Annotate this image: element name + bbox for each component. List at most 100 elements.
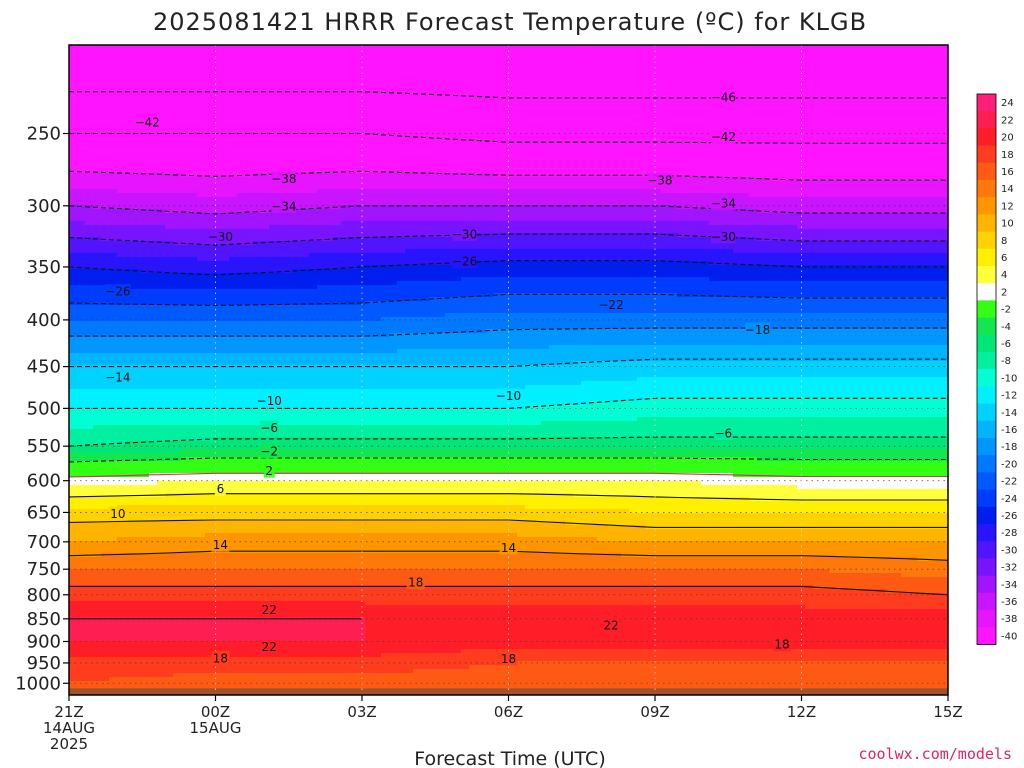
temperature-cell (93, 433, 102, 438)
temperature-cell (293, 677, 302, 682)
temperature-cell (261, 625, 270, 630)
temperature-cell (93, 513, 102, 518)
temperature-cell (229, 309, 238, 314)
temperature-cell (221, 497, 230, 502)
temperature-cell (157, 653, 166, 658)
temperature-cell (125, 537, 134, 542)
temperature-cell (189, 85, 198, 90)
temperature-cell (293, 85, 302, 90)
temperature-cell (293, 401, 302, 406)
temperature-cell (101, 93, 110, 98)
temperature-cell (309, 385, 318, 390)
temperature-cell (181, 129, 190, 134)
temperature-cell (237, 521, 246, 526)
temperature-cell (77, 377, 86, 382)
temperature-cell (213, 665, 222, 670)
temperature-cell (101, 325, 110, 330)
temperature-cell (165, 221, 174, 226)
temperature-cell (157, 189, 166, 194)
temperature-cell (101, 549, 110, 554)
temperature-cell (301, 449, 310, 454)
temperature-cell (237, 213, 246, 218)
temperature-cell (229, 125, 238, 130)
temperature-cell (165, 97, 174, 102)
temperature-cell (109, 557, 118, 562)
temperature-cell (237, 369, 246, 374)
temperature-cell (189, 105, 198, 110)
temperature-cell (85, 577, 94, 582)
temperature-cell (69, 245, 78, 250)
temperature-cell (133, 137, 142, 142)
temperature-cell (213, 225, 222, 230)
temperature-cell (309, 413, 318, 418)
temperature-cell (117, 425, 126, 430)
temperature-cell (293, 241, 302, 246)
temperature-cell (93, 81, 102, 86)
temperature-cell (101, 53, 110, 58)
temperature-cell (245, 361, 254, 366)
temperature-cell (229, 477, 238, 482)
temperature-cell (117, 321, 126, 326)
temperature-cell (197, 441, 206, 446)
temperature-cell (141, 677, 150, 682)
temperature-cell (229, 153, 238, 158)
temperature-cell (101, 505, 110, 510)
temperature-cell (277, 289, 286, 294)
temperature-cell (269, 513, 278, 518)
temperature-cell (245, 449, 254, 454)
temperature-cell (133, 141, 142, 146)
temperature-cell (149, 293, 158, 298)
temperature-cell (77, 165, 86, 170)
temperature-cell (293, 117, 302, 122)
temperature-cell (101, 61, 110, 66)
temperature-cell (301, 273, 310, 278)
temperature-cell (269, 261, 278, 266)
temperature-cell (69, 441, 78, 446)
temperature-cell (125, 97, 134, 102)
temperature-cell (261, 93, 270, 98)
temperature-cell (301, 645, 310, 650)
temperature-cell (245, 337, 254, 342)
temperature-cell (293, 69, 302, 74)
temperature-cell (213, 317, 222, 322)
temperature-cell (269, 545, 278, 550)
temperature-cell (229, 61, 238, 66)
temperature-cell (277, 669, 286, 674)
temperature-cell (285, 649, 294, 654)
temperature-cell (85, 117, 94, 122)
temperature-cell (269, 77, 278, 82)
temperature-cell (221, 205, 230, 210)
temperature-cell (245, 373, 254, 378)
temperature-cell (309, 105, 318, 110)
temperature-cell (245, 441, 254, 446)
temperature-cell (221, 129, 230, 134)
temperature-cell (293, 229, 302, 234)
temperature-cell (189, 177, 198, 182)
temperature-cell (205, 533, 214, 538)
temperature-cell (277, 645, 286, 650)
temperature-cell (77, 57, 86, 62)
temperature-cell (109, 181, 118, 186)
temperature-cell (301, 385, 310, 390)
temperature-cell (101, 345, 110, 350)
temperature-cell (181, 249, 190, 254)
temperature-cell (93, 177, 102, 182)
temperature-cell (221, 345, 230, 350)
temperature-cell (293, 53, 302, 58)
temperature-cell (181, 281, 190, 286)
temperature-cell (197, 625, 206, 630)
temperature-cell (141, 85, 150, 90)
temperature-cell (237, 677, 246, 682)
temperature-cell (205, 61, 214, 66)
temperature-cell (117, 121, 126, 126)
temperature-cell (269, 409, 278, 414)
temperature-cell (253, 365, 262, 370)
temperature-cell (221, 341, 230, 346)
temperature-cell (221, 357, 230, 362)
temperature-cell (197, 149, 206, 154)
temperature-cell (301, 349, 310, 354)
temperature-cell (77, 93, 86, 98)
temperature-cell (117, 237, 126, 242)
temperature-cell (77, 261, 86, 266)
temperature-cell (277, 221, 286, 226)
